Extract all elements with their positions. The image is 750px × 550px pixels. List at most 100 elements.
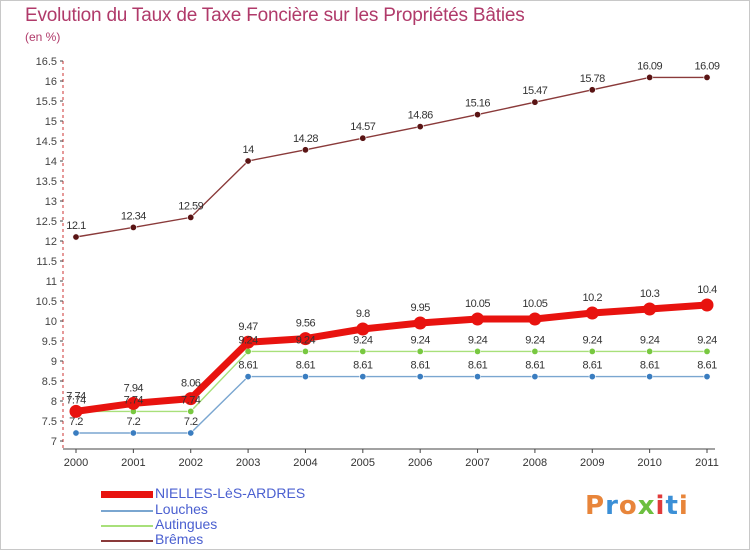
y-tick-label: 12.5 xyxy=(36,216,57,228)
data-label: 9.24 xyxy=(353,334,373,346)
chart-title: Evolution du Taux de Taxe Foncière sur l… xyxy=(25,5,525,26)
data-label: 15.16 xyxy=(465,98,490,110)
data-point xyxy=(531,373,539,381)
x-tick-label: 2010 xyxy=(637,457,661,469)
data-label: 8.61 xyxy=(296,360,316,372)
data-label: 9.24 xyxy=(468,334,488,346)
data-label: 7.2 xyxy=(184,416,198,428)
data-label: 7.74 xyxy=(66,394,86,406)
data-label: 10.05 xyxy=(465,298,490,310)
data-label: 14.86 xyxy=(408,110,433,122)
x-tick-label: 2009 xyxy=(580,457,604,469)
legend-label: Autingues xyxy=(155,516,218,532)
y-tick-label: 11.5 xyxy=(36,256,57,268)
logo-letter: o xyxy=(618,491,638,521)
series-layer xyxy=(69,73,714,437)
legend-swatch xyxy=(101,540,153,542)
x-tick-label: 2005 xyxy=(351,457,375,469)
data-label: 8.61 xyxy=(697,360,717,372)
data-label: 7.2 xyxy=(126,416,140,428)
data-label: 15.47 xyxy=(522,85,547,97)
data-point xyxy=(646,347,654,355)
data-point xyxy=(187,429,195,437)
data-point xyxy=(69,404,83,418)
logo-letter: i xyxy=(678,491,689,521)
x-tick-label: 2002 xyxy=(178,457,202,469)
data-label: 8.61 xyxy=(525,360,545,372)
y-tick-label: 9 xyxy=(51,356,57,368)
data-label: 16.09 xyxy=(637,60,662,72)
y-tick-label: 7.5 xyxy=(42,416,57,428)
data-labels: 12.1 12.34 12.59 14 14.28 14.57 14.86 15.16 15.4… xyxy=(66,60,720,428)
proxiti-logo: Proxiti xyxy=(585,491,689,521)
data-point xyxy=(72,429,80,437)
data-label: 9.24 xyxy=(525,334,545,346)
data-label: 9.24 xyxy=(640,334,660,346)
data-point xyxy=(528,312,542,326)
data-point xyxy=(359,373,367,381)
data-point xyxy=(72,233,80,241)
data-point xyxy=(129,223,137,231)
data-label: 8.61 xyxy=(583,360,603,372)
data-label: 9.56 xyxy=(296,318,316,330)
data-label: 7.74 xyxy=(66,390,86,402)
data-point xyxy=(588,86,596,94)
data-label: 12.34 xyxy=(121,210,146,222)
data-label: 10.2 xyxy=(583,292,603,304)
y-tick-label: 14 xyxy=(45,156,57,168)
data-label: 12.59 xyxy=(178,200,203,212)
x-tick-label: 2011 xyxy=(695,457,719,469)
x-tick-label: 2007 xyxy=(465,457,489,469)
data-point xyxy=(413,316,427,330)
y-tick-label: 9.5 xyxy=(42,336,57,348)
data-label: 7.74 xyxy=(124,394,144,406)
data-label: 8.61 xyxy=(238,360,258,372)
series-louches xyxy=(72,373,711,437)
x-tick-label: 2008 xyxy=(523,457,547,469)
data-point xyxy=(531,347,539,355)
data-label: 7.2 xyxy=(69,416,83,428)
y-tick-label: 10 xyxy=(45,316,57,328)
y-tick-label: 14.5 xyxy=(36,136,57,148)
data-point xyxy=(588,373,596,381)
data-point xyxy=(356,322,370,336)
data-label: 7.94 xyxy=(124,382,144,394)
x-tick-label: 2006 xyxy=(408,457,432,469)
logo-letter: x xyxy=(637,491,656,521)
data-label: 9.24 xyxy=(583,334,603,346)
y-tick-label: 10.5 xyxy=(36,296,57,308)
data-point xyxy=(301,146,309,154)
data-point xyxy=(244,373,252,381)
data-label: 9.47 xyxy=(238,321,258,333)
data-label: 8.61 xyxy=(468,360,488,372)
data-point xyxy=(187,407,195,415)
data-point xyxy=(359,134,367,142)
data-label: 14.28 xyxy=(293,133,318,145)
data-point xyxy=(643,302,657,316)
legend-label: Louches xyxy=(155,501,208,517)
y-tick-label: 13.5 xyxy=(36,176,57,188)
data-label: 15.78 xyxy=(580,73,605,85)
y-tick-label: 13 xyxy=(45,196,57,208)
data-label: 10.4 xyxy=(697,284,717,296)
chart-subtitle: (en %) xyxy=(25,30,61,44)
data-point xyxy=(471,312,485,326)
data-label: 8.61 xyxy=(353,360,373,372)
data-point xyxy=(126,396,140,410)
y-tick-label: 16 xyxy=(45,76,57,88)
data-point xyxy=(474,373,482,381)
data-point xyxy=(241,335,255,349)
data-point xyxy=(703,373,711,381)
data-point xyxy=(416,373,424,381)
y-tick-label: 8.5 xyxy=(42,376,57,388)
y-tick-label: 16.5 xyxy=(36,56,57,68)
logo-letter: t xyxy=(665,491,679,521)
y-tick-label: 11 xyxy=(46,276,57,288)
data-label: 10.3 xyxy=(640,288,660,300)
data-point xyxy=(416,347,424,355)
data-point xyxy=(531,98,539,106)
data-label: 10.05 xyxy=(522,298,547,310)
data-point xyxy=(474,347,482,355)
y-tick-label: 7 xyxy=(51,436,57,448)
